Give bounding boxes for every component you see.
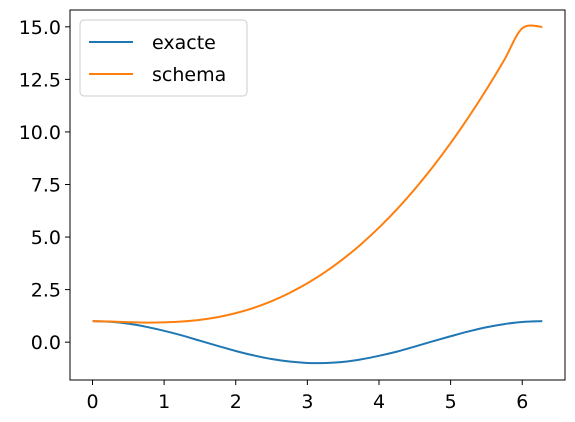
- y-tick-label: 10.0: [19, 122, 61, 144]
- y-axis: 0.0 2.5 5.0 7.5 10.0 12.5 15.0: [19, 17, 70, 354]
- y-tick-label: 12.5: [19, 69, 61, 91]
- x-tick-label: 2: [230, 391, 242, 413]
- series-line-exacte: [92, 320, 543, 365]
- x-tick-label: 6: [516, 391, 528, 413]
- legend-label-exacte: exacte: [152, 32, 216, 54]
- x-axis: 0 1 2 3 4 5 6: [86, 380, 528, 413]
- y-tick-label: 15.0: [19, 17, 61, 39]
- series-layer: [92, 24, 543, 365]
- x-tick-label: 1: [158, 391, 170, 413]
- legend: exacte schema: [79, 19, 248, 97]
- y-tick-label: 5.0: [31, 227, 61, 249]
- plot-frame: [69, 9, 566, 381]
- x-tick-label: 5: [445, 391, 457, 413]
- x-tick-label: 0: [86, 391, 98, 413]
- x-tick-label: 3: [301, 391, 313, 413]
- y-tick-label: 0.0: [31, 332, 61, 354]
- x-tick-label: 4: [373, 391, 385, 413]
- y-tick-label: 2.5: [31, 280, 61, 302]
- legend-label-schema: schema: [152, 64, 226, 86]
- series-line-schema: [92, 24, 543, 324]
- y-tick-label: 7.5: [31, 174, 61, 196]
- legend-box: [79, 19, 248, 97]
